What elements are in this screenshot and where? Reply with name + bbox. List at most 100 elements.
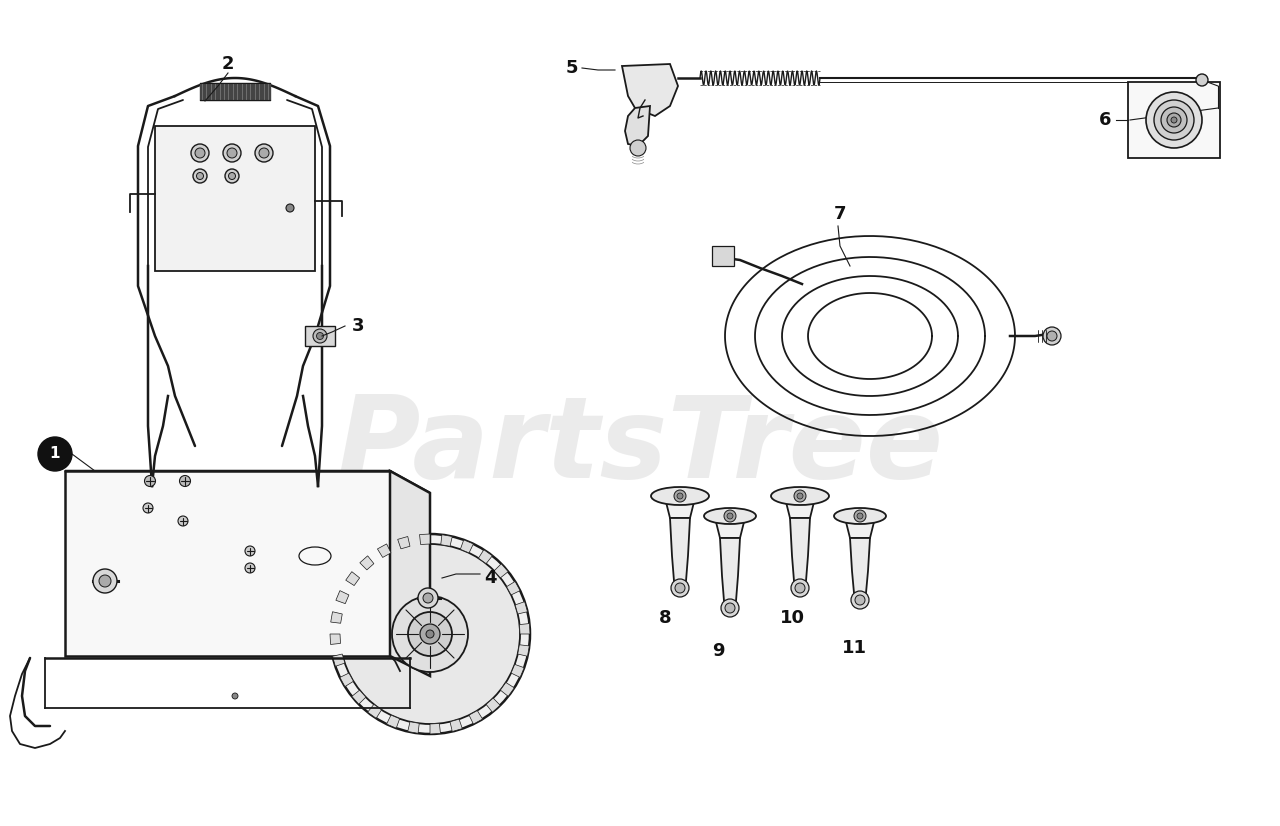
Polygon shape	[430, 724, 440, 734]
Circle shape	[93, 569, 116, 593]
Circle shape	[1171, 117, 1178, 123]
Circle shape	[1155, 100, 1194, 140]
Circle shape	[1047, 331, 1057, 341]
Polygon shape	[486, 698, 500, 712]
Circle shape	[197, 173, 204, 179]
Circle shape	[193, 169, 207, 183]
Polygon shape	[790, 518, 810, 581]
Circle shape	[675, 490, 686, 502]
Polygon shape	[330, 612, 342, 624]
Circle shape	[225, 169, 239, 183]
Circle shape	[721, 599, 739, 617]
Polygon shape	[335, 591, 349, 604]
Circle shape	[408, 612, 452, 656]
Circle shape	[422, 593, 433, 603]
Polygon shape	[378, 544, 390, 558]
Circle shape	[255, 144, 273, 162]
Polygon shape	[515, 601, 527, 614]
Circle shape	[229, 173, 236, 179]
Circle shape	[392, 596, 468, 672]
Ellipse shape	[835, 508, 886, 524]
Circle shape	[791, 579, 809, 597]
Polygon shape	[500, 682, 515, 696]
Circle shape	[671, 579, 689, 597]
Circle shape	[232, 693, 238, 699]
Circle shape	[420, 624, 440, 644]
Polygon shape	[390, 471, 430, 676]
Text: 5: 5	[566, 59, 579, 77]
Text: 1: 1	[50, 447, 60, 462]
Polygon shape	[494, 564, 508, 578]
Text: 9: 9	[712, 642, 724, 660]
Circle shape	[727, 513, 733, 519]
Text: PartsTree: PartsTree	[337, 391, 943, 501]
Circle shape	[340, 544, 520, 724]
Polygon shape	[786, 502, 814, 518]
Text: 10: 10	[780, 609, 805, 627]
Circle shape	[244, 546, 255, 556]
Circle shape	[794, 490, 806, 502]
Circle shape	[145, 476, 155, 487]
Polygon shape	[622, 64, 678, 116]
Circle shape	[1167, 113, 1181, 127]
Polygon shape	[65, 471, 390, 656]
Circle shape	[259, 148, 269, 158]
Text: 7: 7	[833, 205, 846, 223]
Circle shape	[99, 575, 111, 587]
Circle shape	[797, 493, 803, 499]
Polygon shape	[846, 522, 874, 538]
Polygon shape	[520, 624, 530, 634]
Polygon shape	[352, 690, 366, 705]
Polygon shape	[850, 538, 870, 593]
Ellipse shape	[652, 487, 709, 505]
Polygon shape	[625, 106, 650, 146]
Circle shape	[223, 144, 241, 162]
Circle shape	[314, 329, 326, 343]
Circle shape	[724, 510, 736, 522]
Polygon shape	[420, 534, 430, 544]
Polygon shape	[716, 522, 744, 538]
Polygon shape	[440, 534, 452, 546]
Circle shape	[1146, 92, 1202, 148]
Circle shape	[316, 333, 324, 339]
Polygon shape	[398, 537, 410, 548]
Text: 2: 2	[221, 55, 234, 73]
FancyBboxPatch shape	[1128, 82, 1220, 158]
Circle shape	[630, 140, 646, 156]
Circle shape	[675, 583, 685, 593]
Circle shape	[178, 516, 188, 526]
Polygon shape	[367, 705, 381, 719]
Text: 8: 8	[659, 609, 671, 627]
Circle shape	[1161, 107, 1187, 133]
Circle shape	[858, 513, 863, 519]
Polygon shape	[333, 654, 344, 667]
Circle shape	[426, 630, 434, 638]
Circle shape	[38, 437, 72, 471]
Circle shape	[244, 563, 255, 573]
Polygon shape	[669, 518, 690, 581]
FancyBboxPatch shape	[712, 246, 733, 266]
Circle shape	[851, 591, 869, 609]
Circle shape	[1196, 74, 1208, 86]
Polygon shape	[346, 572, 360, 586]
Polygon shape	[387, 715, 399, 729]
Text: 11: 11	[841, 639, 867, 657]
Circle shape	[419, 588, 438, 608]
Ellipse shape	[771, 487, 829, 505]
Polygon shape	[507, 582, 520, 595]
Polygon shape	[468, 710, 483, 724]
Polygon shape	[65, 471, 430, 493]
Ellipse shape	[704, 508, 756, 524]
Circle shape	[191, 144, 209, 162]
Circle shape	[795, 583, 805, 593]
Polygon shape	[451, 719, 462, 732]
Polygon shape	[305, 326, 335, 346]
Polygon shape	[479, 550, 493, 563]
Circle shape	[855, 595, 865, 605]
Polygon shape	[517, 645, 530, 656]
Polygon shape	[408, 722, 420, 733]
Polygon shape	[666, 502, 694, 518]
Circle shape	[1043, 327, 1061, 345]
Circle shape	[854, 510, 867, 522]
Circle shape	[330, 534, 530, 734]
